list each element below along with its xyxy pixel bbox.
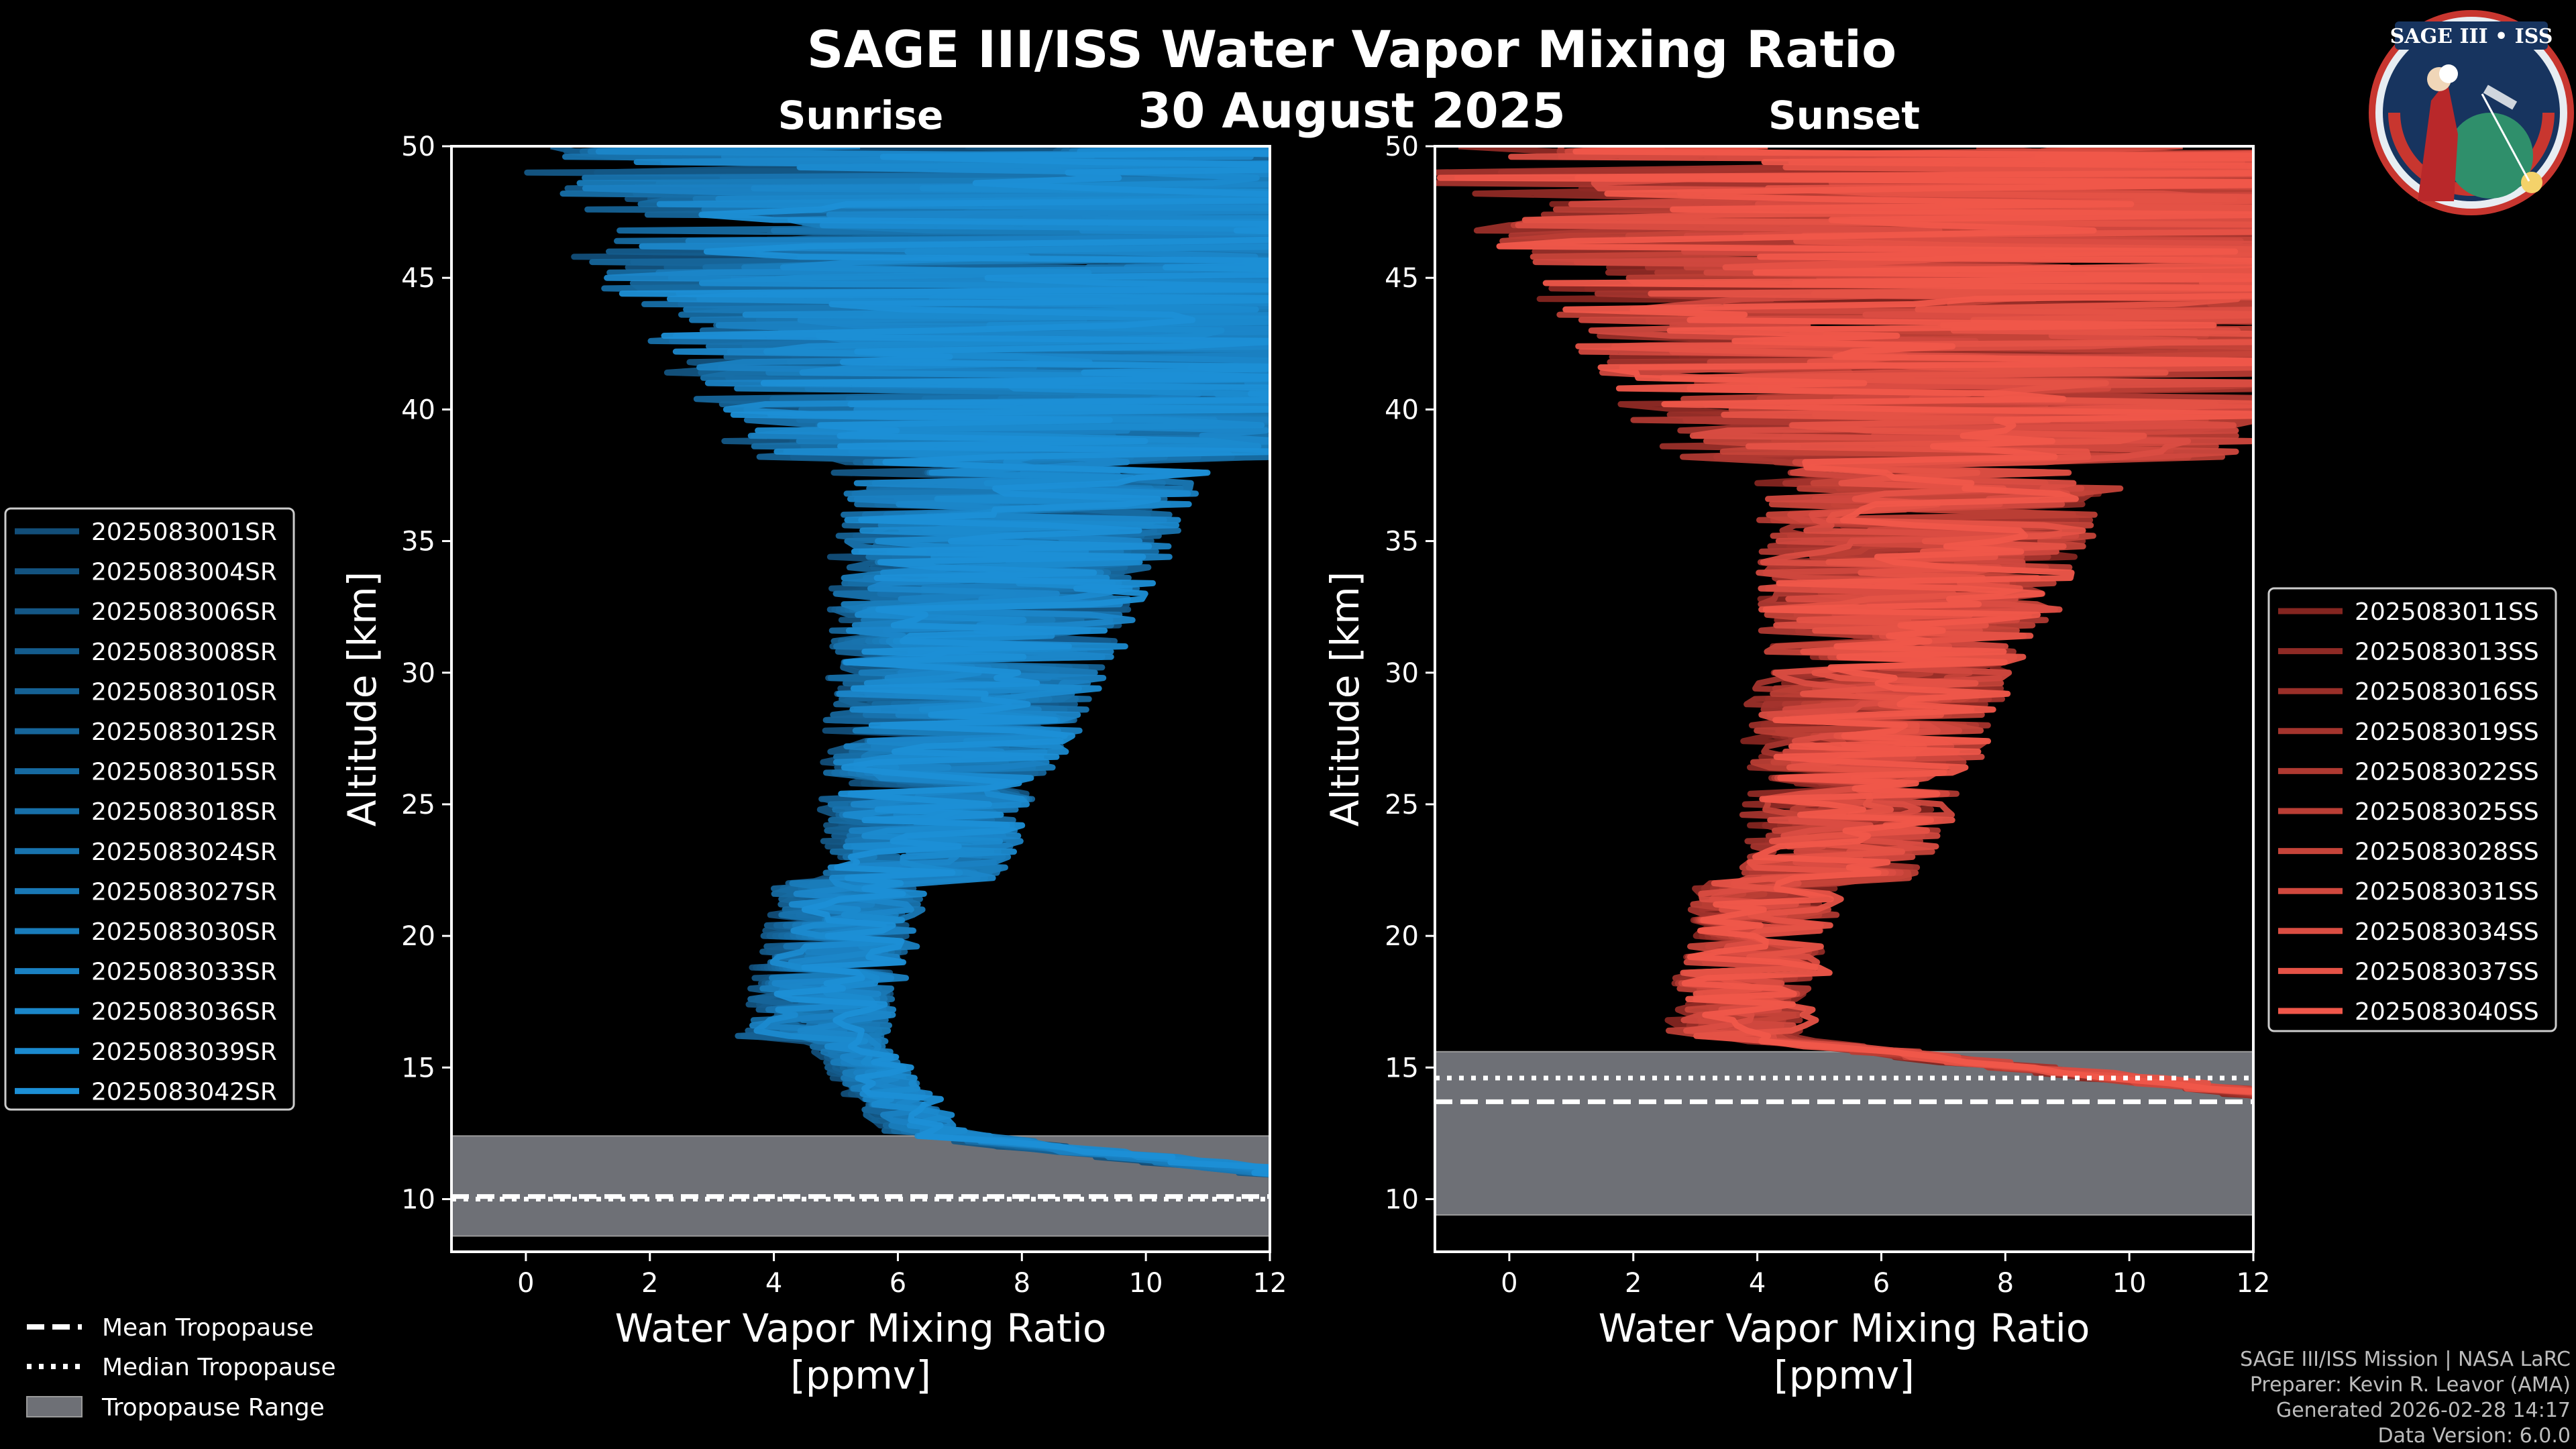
sunset-legend-label: 2025083013SS [2355, 639, 2539, 666]
sunrise-ytick-label: 25 [401, 790, 435, 820]
sunset-xtick-label: 8 [1997, 1268, 2014, 1299]
sunset-xtick-label: 0 [1501, 1268, 1517, 1299]
logo-earth-icon [2447, 113, 2533, 199]
credits-generated: Generated 2026-02-28 14:17 [2276, 1399, 2571, 1422]
sunrise-legend-label: 2025083006SR [91, 598, 277, 626]
sunrise-legend-label: 2025083036SR [91, 998, 277, 1026]
sunset-ytick-label: 30 [1385, 658, 1419, 689]
sunrise-ytick-label: 30 [401, 658, 435, 689]
sunset-plot-frame [1434, 145, 2255, 1253]
sunrise-xtick-label: 6 [890, 1268, 906, 1299]
sunrise-ytick-label: 10 [401, 1185, 435, 1216]
sunset-profile-2025083040SS [1436, 146, 2253, 1095]
sunset-ytick-label: 20 [1385, 921, 1419, 952]
sunrise-xtick-label: 8 [1014, 1268, 1030, 1299]
sunrise-ytick-label: 50 [401, 131, 435, 162]
sunrise-ylabel: Altitude [km] [339, 572, 385, 826]
sunset-ytick-label: 45 [1385, 263, 1419, 294]
sunrise-plot-frame [450, 145, 1271, 1253]
logo-iss-icon [2483, 85, 2518, 110]
sunrise-legend-label: 2025083018SR [91, 798, 277, 826]
mean-tropopause-label: Mean Tropopause [102, 1314, 314, 1342]
sunrise-legend: 2025083001SR 2025083004SR 2025083006SR 2025… [4, 507, 295, 1111]
tropopause-range-swatch [26, 1396, 83, 1417]
sunset-xtick-label: 6 [1873, 1268, 1890, 1299]
sunset-ytick-label: 25 [1385, 790, 1419, 820]
sunset-legend-label: 2025083025SS [2355, 798, 2539, 826]
credits-preparer: Preparer: Kevin R. Leavor (AMA) [2250, 1373, 2571, 1397]
sunset-ytick-label: 15 [1385, 1053, 1419, 1083]
sunrise-legend-label: 2025083001SR [91, 519, 277, 546]
sunset-legend: 2025083011SS 2025083013SS 2025083016SS 2025… [2267, 587, 2557, 1032]
logo-moon-icon [2439, 64, 2458, 83]
credits: SAGE III/ISS Mission | NASA LaRC Prepare… [2240, 1348, 2571, 1448]
sunset-xlabel-line1: Water Vapor Mixing Ratio [1599, 1305, 2090, 1351]
sunrise-legend-label: 2025083027SR [91, 878, 277, 906]
credits-data-version: Data Version: 6.0.0 [2378, 1424, 2571, 1448]
sunrise-panel-title: Sunrise [778, 93, 944, 138]
sunset-panel-title: Sunset [1768, 93, 1920, 138]
sunrise-legend-label: 2025083039SR [91, 1038, 277, 1066]
sunset-xtick-label: 2 [1625, 1268, 1642, 1299]
figure-date: 30 August 2025 [1138, 83, 1566, 139]
logo-title: SAGE III • ISS [2390, 25, 2553, 48]
sunrise-xtick-label: 4 [765, 1268, 782, 1299]
sunrise-legend-label: 2025083008SR [91, 639, 277, 666]
sunrise-legend-label: 2025083042SR [91, 1078, 277, 1106]
sunrise-ytick-label: 45 [401, 263, 435, 294]
sunset-legend-label: 2025083019SS [2355, 718, 2539, 746]
sunset-ytick-label: 35 [1385, 527, 1419, 557]
sunset-legend-label: 2025083037SS [2355, 958, 2539, 985]
sunset-legend-label: 2025083031SS [2355, 878, 2539, 906]
sunset-ytick-label: 50 [1385, 131, 1419, 162]
sunrise-xlabel-line1: Water Vapor Mixing Ratio [615, 1305, 1107, 1351]
sunset-legend-label: 2025083022SS [2355, 758, 2539, 786]
sunrise-xtick-label: 10 [1129, 1268, 1163, 1299]
sunset-legend-label: 2025083028SS [2355, 839, 2539, 866]
sunrise-tropopause-range-band [451, 1135, 1271, 1237]
median-tropopause-label: Median Tropopause [102, 1354, 336, 1381]
sunrise-legend-label: 2025083033SR [91, 959, 277, 986]
sunrise-xtick-label: 0 [517, 1268, 534, 1299]
credits-mission: SAGE III/ISS Mission | NASA LaRC [2240, 1348, 2571, 1371]
sunset-ytick-label: 10 [1385, 1185, 1419, 1216]
sunrise-xlabel-line2: [ppmv] [790, 1352, 931, 1398]
sunset-ylabel: Altitude [km] [1322, 572, 1368, 826]
sunrise-legend-label: 2025083004SR [91, 559, 277, 586]
sunset-legend-label: 2025083016SS [2355, 678, 2539, 706]
sage-iii-iss-logo: SAGE III • ISS [2369, 10, 2574, 215]
sunset-xtick-label: 4 [1749, 1268, 1766, 1299]
sunset-ytick-label: 40 [1385, 394, 1419, 425]
sunset-xlabel-line2: [ppmv] [1774, 1352, 1915, 1398]
sunrise-ytick-label: 15 [401, 1053, 435, 1083]
sunset-legend-label: 2025083011SS [2355, 598, 2539, 626]
sunrise-legend-label: 2025083030SR [91, 918, 277, 946]
sunset-xtick-label: 10 [2112, 1268, 2147, 1299]
tropopause-range-label: Tropopause Range [101, 1394, 325, 1421]
tropopause-legend: Mean Tropopause Median Tropopause Tropop… [26, 1314, 336, 1421]
sunrise-ytick-label: 35 [401, 527, 435, 557]
logo-sun-icon [2521, 172, 2542, 193]
sunrise-legend-label: 2025083024SR [91, 839, 277, 866]
sunrise-plot: 0 2 4 6 8 10 12 10 15 20 25 30 35 40 45 50 Altitude [km… [339, 131, 1287, 1398]
sunrise-legend-label: 2025083015SR [91, 759, 277, 786]
sunrise-profile-2025083042SR [619, 150, 1270, 1177]
sunset-legend-label: 2025083040SS [2355, 998, 2539, 1026]
sunset-xtick-label: 12 [2237, 1268, 2271, 1299]
sunrise-legend-label: 2025083012SR [91, 718, 277, 746]
figure-title: SAGE III/ISS Water Vapor Mixing Ratio [807, 19, 1897, 79]
sunrise-ytick-label: 20 [401, 921, 435, 952]
sunrise-xtick-label: 2 [641, 1268, 658, 1299]
sunrise-xtick-label: 12 [1253, 1268, 1287, 1299]
sunrise-legend-label: 2025083010SR [91, 678, 277, 706]
sunrise-ytick-label: 40 [401, 394, 435, 425]
sunset-legend-label: 2025083034SS [2355, 918, 2539, 946]
sunset-plot: 0 2 4 6 8 10 12 10 15 20 25 30 35 40 45 50 Altitude [km… [1322, 131, 2271, 1398]
